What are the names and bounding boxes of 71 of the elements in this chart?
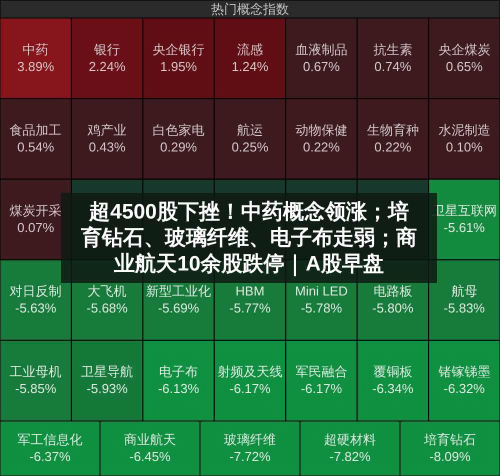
- category: 对日反制: [10, 284, 62, 299]
- value-label: -6.32%: [444, 381, 485, 396]
- category: 工业母机: [10, 364, 62, 380]
- value-label: -6.45%: [129, 449, 171, 464]
- value-label: -7.82%: [329, 449, 371, 464]
- category: 军民融合: [295, 364, 348, 380]
- value-label: 0.54%: [17, 139, 54, 154]
- category: 电子布: [159, 364, 198, 380]
- category: 电路板: [373, 284, 412, 299]
- value-label: 0.29%: [160, 139, 197, 154]
- annotation: 超4500股下挫！中药概念领涨；培育钻石、玻璃纤维、电子布走弱；商业航天10余股跌停｜A股早盘: [61, 193, 437, 283]
- category: 央企银行: [152, 42, 205, 57]
- category: 玻璃纤维: [224, 432, 276, 447]
- value-label: -5.80%: [372, 300, 414, 316]
- value-label: 1.24%: [232, 58, 268, 74]
- value-label: 2.24%: [88, 58, 126, 74]
- category: 抗生素: [373, 42, 412, 57]
- category: 动物保健: [295, 122, 348, 138]
- category: 流感: [237, 42, 263, 57]
- value-label: -5.83%: [444, 300, 485, 316]
- category: 鸡产业: [88, 122, 127, 138]
- value-label: -6.34%: [372, 381, 414, 396]
- category: Mini LED: [295, 284, 348, 299]
- value-label: -5.77%: [229, 300, 271, 316]
- category: 生物育种: [366, 122, 419, 138]
- category: 覆铜板: [373, 364, 412, 380]
- category: 血液制品: [295, 42, 348, 57]
- value-label: 0.10%: [446, 139, 483, 154]
- value-label: -7.72%: [229, 449, 271, 464]
- category: 中药: [22, 42, 49, 57]
- value-label: -5.61%: [444, 220, 485, 235]
- category: 超硬材料: [324, 432, 376, 447]
- category: 卫星导航: [81, 364, 134, 380]
- value-label: 1.95%: [160, 58, 197, 74]
- category: 商业航天: [124, 432, 176, 447]
- value-label: -6.17%: [229, 381, 271, 396]
- value-label: -8.09%: [429, 449, 471, 464]
- category: 央企煤炭: [438, 42, 490, 57]
- category: 食品加工: [10, 122, 62, 138]
- value-label: -6.17%: [300, 381, 342, 396]
- value-label: 0.74%: [374, 58, 412, 74]
- value-label: 3.89%: [17, 58, 54, 74]
- value-label: -5.85%: [15, 381, 56, 396]
- value-label: -5.68%: [86, 300, 128, 316]
- category: 大飞机: [88, 284, 127, 299]
- value-label: 0.22%: [303, 139, 340, 154]
- value-label: -5.78%: [300, 300, 342, 316]
- title: 热门概念指数: [211, 2, 289, 16]
- category: 射频及天线: [218, 364, 282, 380]
- value-label: 0.22%: [374, 139, 412, 154]
- category: 水泥制造: [438, 122, 490, 138]
- category: 军工信息化: [18, 432, 82, 447]
- category: HBM: [236, 284, 264, 299]
- value-label: 0.25%: [232, 139, 268, 154]
- category: 煤炭开采: [10, 203, 62, 218]
- value-label: -5.69%: [158, 300, 200, 316]
- value-label: 0.07%: [17, 220, 54, 235]
- value-label: -5.63%: [15, 300, 56, 316]
- category: 银行: [94, 42, 120, 57]
- category: 新型工业化: [146, 284, 212, 299]
- category: 白色家电: [152, 122, 205, 138]
- value-label: -6.13%: [158, 381, 200, 396]
- value-label: 0.67%: [303, 58, 340, 74]
- category: 锗镓锑墨: [438, 364, 490, 380]
- category: 航运: [237, 122, 263, 138]
- category: 航母: [451, 284, 478, 299]
- category: 培育钻石: [424, 432, 476, 447]
- value-label: -5.93%: [86, 381, 128, 396]
- value-label: 0.43%: [88, 139, 126, 154]
- value-label: -6.37%: [29, 449, 71, 464]
- value-label: 0.65%: [446, 58, 483, 74]
